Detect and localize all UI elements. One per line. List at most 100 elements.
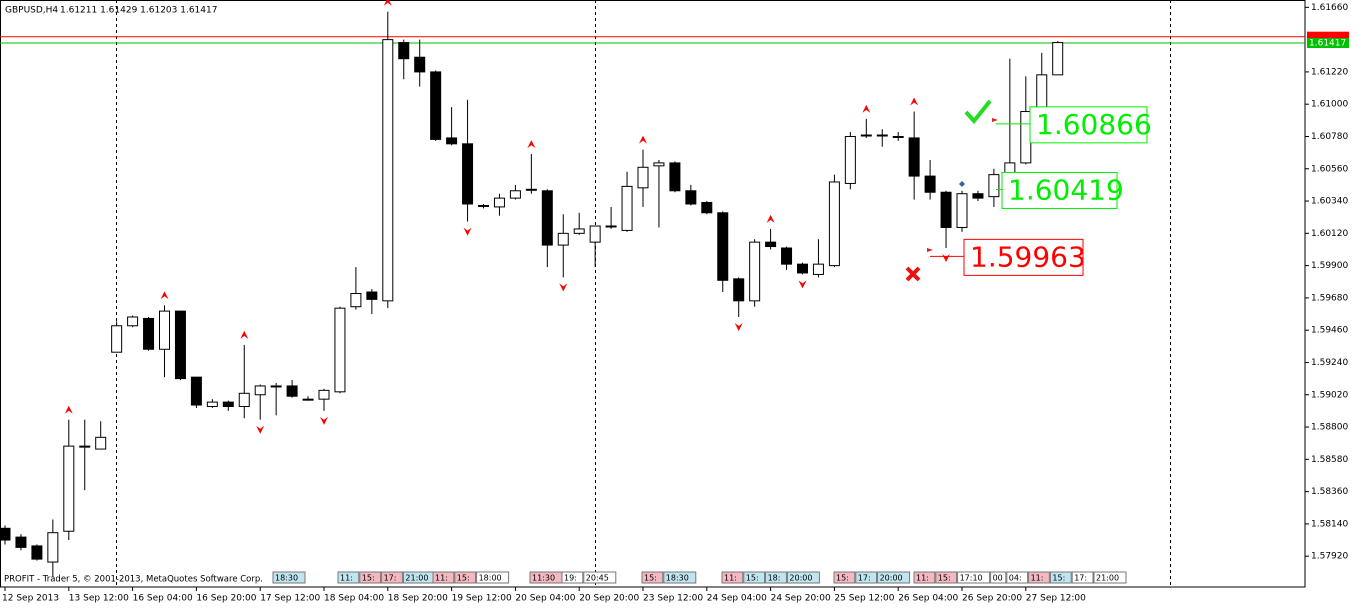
candle-body <box>270 385 282 388</box>
x-tick-label: 24 Sep 20:00 <box>771 594 831 604</box>
candle-body <box>828 181 840 267</box>
event-chip-label: 00 <box>993 574 1003 583</box>
footer-text: PROFIT - Trader 5, © 2001-2013, MetaQuot… <box>4 575 263 585</box>
event-chip <box>855 571 878 584</box>
fractal-up <box>240 330 249 339</box>
candle-body <box>573 228 585 234</box>
y-tick-label: 1.58360 <box>1311 487 1348 497</box>
candle-body <box>924 175 936 193</box>
x-tick-label: 16 Sep 04:00 <box>133 594 193 604</box>
event-chip-label: 15: <box>938 574 951 583</box>
candle-body <box>637 166 649 189</box>
event-chip-label: 15: <box>457 574 470 583</box>
candle-body <box>717 212 729 281</box>
fractal-down <box>256 425 265 434</box>
y-tick-label: 1.59900 <box>1311 261 1348 271</box>
trade-level-box <box>963 238 1084 276</box>
trade-level-label: 1.59963 <box>970 240 1086 273</box>
candle-body <box>860 134 872 137</box>
event-chip-label: 18: <box>768 574 781 583</box>
candle-body <box>254 385 266 396</box>
x-tick-label: 18 Sep 04:00 <box>324 594 384 604</box>
trade-level-label: 1.60866 <box>1036 108 1152 141</box>
candle-body <box>1052 42 1064 76</box>
event-chip <box>359 571 382 584</box>
candle-body <box>509 190 521 199</box>
candle-body <box>238 392 250 407</box>
candle-body <box>1020 111 1032 164</box>
event-chip <box>743 571 766 584</box>
bid-label-box <box>1307 37 1349 48</box>
x-tick-label: 24 Sep 04:00 <box>707 594 767 604</box>
plot-frame <box>0 0 1306 588</box>
fractal-up <box>639 135 647 144</box>
x-tick-label: 25 Sep 12:00 <box>834 594 894 604</box>
candle-body <box>701 202 713 214</box>
candle-body <box>493 197 505 208</box>
event-chip-label: 11: <box>724 574 737 583</box>
fractal-up <box>527 140 536 149</box>
entry-marker <box>927 248 933 252</box>
candle-body <box>366 291 378 300</box>
candle-body <box>127 316 139 327</box>
event-chip-label: 19: <box>564 574 577 583</box>
event-chip-label: 15: <box>362 574 375 583</box>
entry-marker <box>992 118 998 122</box>
y-tick-label: 1.59680 <box>1311 293 1348 303</box>
ask-label <box>1307 31 1349 41</box>
event-chip <box>1071 571 1094 584</box>
y-tick-label: 1.59240 <box>1311 358 1348 368</box>
event-chip-label: 20:45 <box>586 574 609 583</box>
event-chip <box>454 571 477 584</box>
candle-body <box>462 143 474 205</box>
y-tick-label: 1.58580 <box>1311 455 1348 465</box>
candle-body <box>733 278 745 302</box>
event-chip <box>663 571 697 584</box>
x-tick-label: 20 Sep 20:00 <box>579 594 639 604</box>
candle-body <box>541 190 553 246</box>
event-chip-label: 21:00 <box>405 574 428 583</box>
event-chip-label: 17: <box>384 574 397 583</box>
check-icon <box>964 99 992 125</box>
chart-title: GBPUSD,H4 <box>5 6 58 16</box>
y-tick-label: 1.60780 <box>1311 132 1348 142</box>
event-chip <box>432 571 455 584</box>
candle-body <box>79 445 91 448</box>
event-chip-label: 18:00 <box>479 574 502 583</box>
fractal-down <box>798 280 807 289</box>
candle-body <box>430 71 442 140</box>
event-chip <box>721 571 744 584</box>
y-tick-label: 1.59460 <box>1311 326 1348 336</box>
x-tick-label: 23 Sep 12:00 <box>643 594 703 604</box>
event-chip <box>583 571 617 584</box>
event-chip <box>641 571 664 584</box>
fractal-down <box>559 283 568 292</box>
x-tick-label: 19 Sep 12:00 <box>452 594 512 604</box>
candle-body <box>972 193 984 199</box>
y-tick-label: 1.60340 <box>1311 197 1348 207</box>
candle-body <box>31 545 43 560</box>
candle-body <box>190 376 202 406</box>
candle-body <box>765 241 777 248</box>
candle-body <box>781 247 793 265</box>
candle-body <box>206 401 218 407</box>
event-chip-label: 11: <box>916 574 929 583</box>
event-chip <box>272 571 306 584</box>
x-tick-label: 18 Sep 20:00 <box>388 594 448 604</box>
event-chip-label: 11: <box>1031 574 1044 583</box>
x-tick-label: 27 Sep 12:00 <box>1026 594 1086 604</box>
candle-body <box>350 293 362 308</box>
x-tick-label: 17 Sep 12:00 <box>260 594 320 604</box>
candle-body <box>286 385 298 397</box>
trade-level-box <box>1001 171 1118 209</box>
candle-body <box>159 310 170 350</box>
y-tick-label: 1.61660 <box>1311 3 1348 13</box>
candle-body <box>669 162 681 192</box>
candle-body <box>334 307 346 393</box>
candle-body <box>605 225 617 228</box>
event-chip-label: 17: <box>1074 574 1087 583</box>
fractal-down <box>734 322 743 331</box>
candle-body <box>525 188 537 191</box>
